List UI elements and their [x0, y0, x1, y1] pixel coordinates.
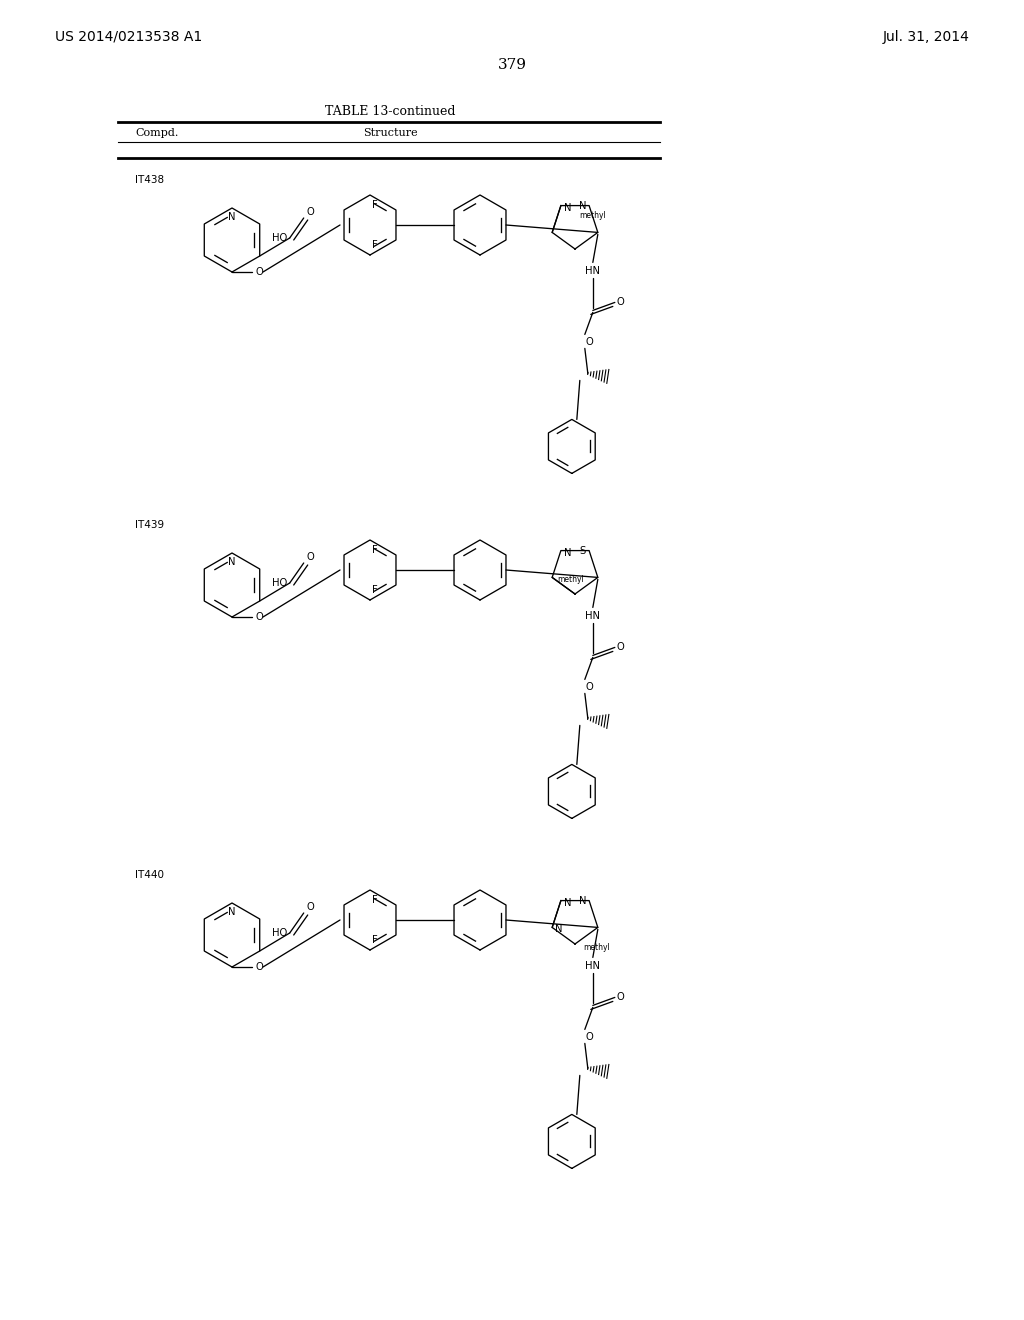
- Text: F: F: [372, 895, 378, 906]
- Text: 379: 379: [498, 58, 526, 73]
- Text: O: O: [586, 338, 594, 347]
- Text: N: N: [228, 557, 236, 568]
- Text: N: N: [564, 548, 571, 557]
- Text: O: O: [616, 993, 625, 1002]
- Text: O: O: [616, 297, 625, 308]
- Text: HN: HN: [586, 267, 600, 276]
- Text: US 2014/0213538 A1: US 2014/0213538 A1: [55, 30, 203, 44]
- Text: HN: HN: [586, 611, 600, 622]
- Text: TABLE 13-continued: TABLE 13-continued: [325, 106, 456, 117]
- Text: N: N: [555, 924, 562, 935]
- Text: HO: HO: [272, 234, 288, 243]
- Text: S: S: [580, 545, 586, 556]
- Text: N: N: [228, 213, 236, 222]
- Text: F: F: [372, 545, 378, 554]
- Text: F: F: [372, 585, 378, 595]
- Text: methyl: methyl: [579, 211, 605, 220]
- Text: N: N: [228, 907, 236, 917]
- Text: O: O: [616, 643, 625, 652]
- Text: O: O: [307, 902, 314, 912]
- Text: methyl: methyl: [557, 576, 584, 583]
- Text: O: O: [586, 1032, 594, 1043]
- Text: Jul. 31, 2014: Jul. 31, 2014: [883, 30, 970, 44]
- Text: N: N: [564, 898, 571, 908]
- Text: O: O: [586, 682, 594, 693]
- Text: Structure: Structure: [362, 128, 418, 139]
- Text: O: O: [255, 962, 263, 972]
- Text: IT439: IT439: [135, 520, 164, 531]
- Text: methyl: methyl: [583, 944, 609, 953]
- Text: Compd.: Compd.: [135, 128, 178, 139]
- Text: IT440: IT440: [135, 870, 164, 880]
- Text: N: N: [579, 895, 586, 906]
- Text: N: N: [579, 201, 586, 211]
- Text: HO: HO: [272, 578, 288, 587]
- Text: O: O: [255, 267, 263, 277]
- Text: HN: HN: [586, 961, 600, 972]
- Text: F: F: [372, 240, 378, 249]
- Text: F: F: [372, 201, 378, 210]
- Text: N: N: [564, 202, 571, 213]
- Text: HO: HO: [272, 928, 288, 939]
- Text: F: F: [372, 935, 378, 945]
- Text: O: O: [307, 552, 314, 562]
- Text: IT438: IT438: [135, 176, 164, 185]
- Text: O: O: [307, 207, 314, 216]
- Text: O: O: [255, 612, 263, 622]
